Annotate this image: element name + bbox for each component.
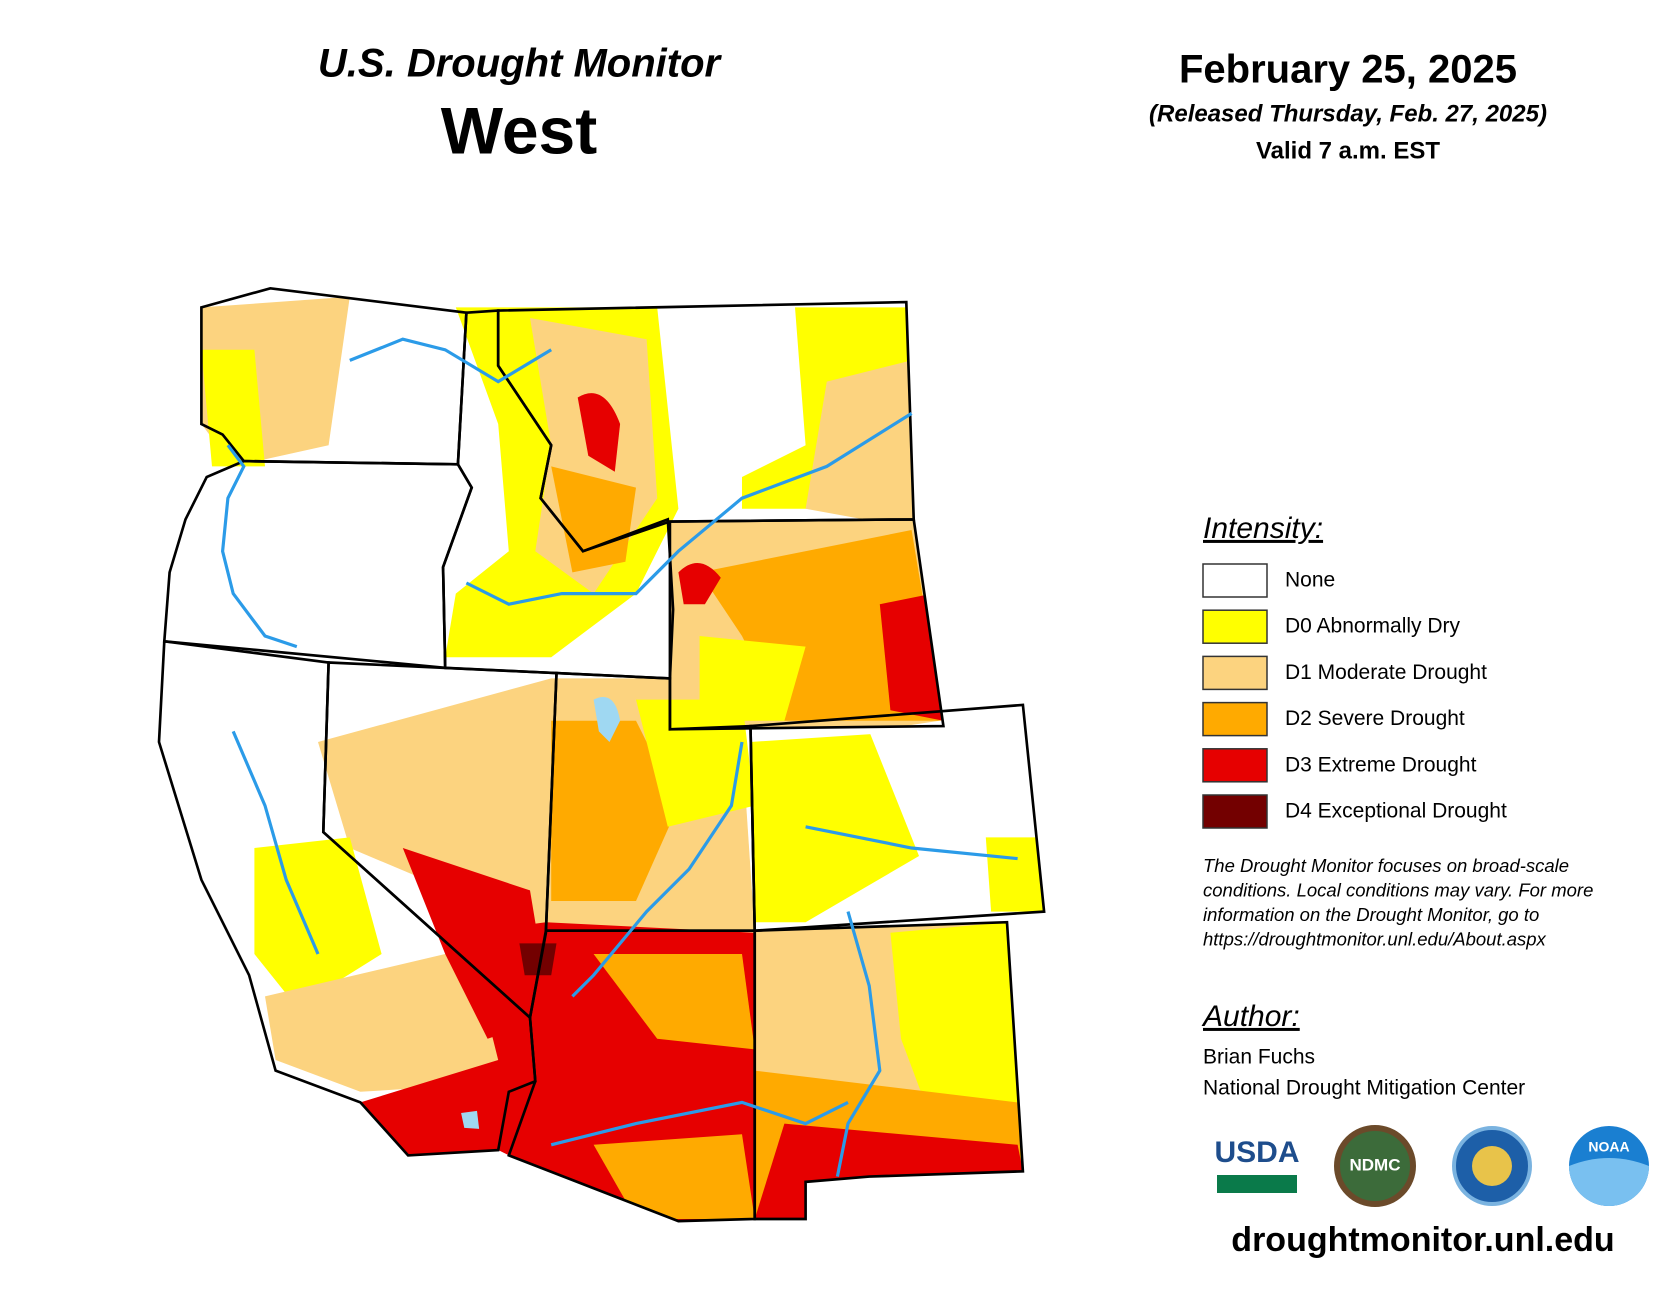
- logos: USDA NDMC NOAA: [1214, 1125, 1649, 1207]
- legend-label: D1 Moderate Drought: [1285, 661, 1487, 684]
- logo-noaa: NOAA: [1588, 1139, 1629, 1155]
- region: West: [441, 93, 598, 167]
- legend-swatch: [1202, 748, 1268, 783]
- valid: Valid 7 a.m. EST: [1256, 137, 1440, 164]
- legend: None D0 Abnormally Dry D1 Moderate Drought…: [1202, 563, 1507, 829]
- released: (Released Thursday, Feb. 27, 2025): [1149, 100, 1547, 127]
- legend-label: D0 Abnormally Dry: [1285, 615, 1461, 638]
- legend-swatch: [1202, 563, 1268, 598]
- logo-usda-bar: [1217, 1175, 1297, 1193]
- legend-label: D2 Severe Drought: [1285, 707, 1465, 730]
- note-line: information on the Drought Monitor, go t…: [1203, 904, 1539, 925]
- author-title: Author:: [1201, 1000, 1300, 1033]
- legend-swatch: [1202, 609, 1268, 644]
- logo-usda: USDA: [1214, 1136, 1299, 1169]
- legend-label: None: [1285, 569, 1335, 592]
- note-line: conditions. Local conditions may vary. F…: [1203, 879, 1593, 900]
- logo-noaa-wave: [1569, 1158, 1649, 1206]
- legend-swatch: [1202, 655, 1268, 691]
- title: U.S. Drought Monitor: [318, 42, 723, 86]
- note-line: The Drought Monitor focuses on broad-sca…: [1203, 855, 1569, 876]
- map: [157, 286, 1046, 1223]
- note-line: https://droughtmonitor.unl.edu/About.asp…: [1203, 929, 1547, 950]
- legend-label: D3 Extreme Drought: [1285, 753, 1477, 776]
- legend-swatch: [1202, 794, 1268, 829]
- note: The Drought Monitor focuses on broad-sca…: [1203, 855, 1593, 950]
- logo-ndmc-circle: [1334, 1125, 1416, 1207]
- date: February 25, 2025: [1179, 48, 1517, 92]
- legend-label: D4 Exceptional Drought: [1285, 800, 1507, 823]
- legend-title: Intensity:: [1203, 512, 1323, 545]
- logo-ndmc: NDMC: [1350, 1155, 1401, 1174]
- author-org: National Drought Mitigation Center: [1203, 1077, 1525, 1100]
- logo-doc-seal: [1472, 1146, 1512, 1186]
- website: droughtmonitor.unl.edu: [1231, 1221, 1614, 1259]
- legend-swatch: [1202, 701, 1268, 737]
- author-name: Brian Fuchs: [1203, 1046, 1315, 1069]
